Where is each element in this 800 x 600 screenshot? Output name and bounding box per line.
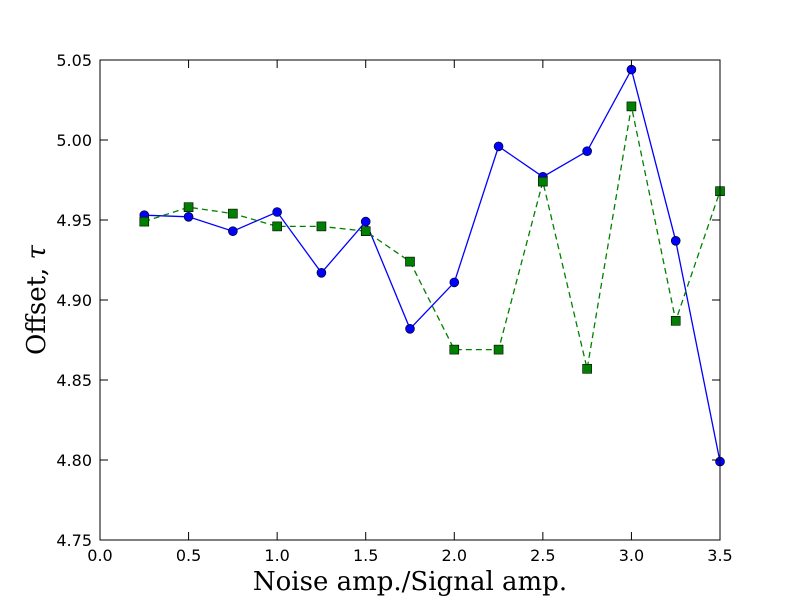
series-1-line xyxy=(144,67,721,462)
series-2-point xyxy=(405,256,415,267)
series-1-point xyxy=(360,216,371,227)
series-2-line xyxy=(144,106,721,369)
x-tick-label: 3.0 xyxy=(619,546,644,565)
y-tick-label: 5.00 xyxy=(56,131,92,150)
series-layer xyxy=(139,64,725,467)
series-2-point xyxy=(139,216,150,227)
series-2-point xyxy=(449,344,460,355)
series-2-point xyxy=(360,226,371,236)
series-1-point xyxy=(670,236,681,246)
x-tick-label: 2.0 xyxy=(442,546,467,565)
series-1-point xyxy=(493,141,504,152)
y-axis-label: Offset, τ xyxy=(22,244,52,355)
series-1-point xyxy=(183,212,194,222)
y-axis-label-symbol: τ xyxy=(22,244,52,259)
series-1-point xyxy=(272,207,282,217)
x-tick-label: 1.0 xyxy=(264,546,289,565)
series-1-point xyxy=(405,323,415,334)
x-tick-label: 3.5 xyxy=(707,546,732,565)
plot-frame xyxy=(99,59,721,541)
series-2-point xyxy=(183,202,194,212)
ticks-layer: 0.0 0.5 1.0 1.5 2.0 2.5 3.0 3.5 4.75 4.80 4.85 4.90… xyxy=(56,51,732,565)
series-2-point xyxy=(626,101,637,112)
x-axis-label: Noise amp./Signal amp. xyxy=(253,567,567,597)
y-tick-label: 4.75 xyxy=(56,531,92,550)
y-tick-label: 4.85 xyxy=(56,371,92,390)
series-2-point xyxy=(272,221,282,232)
x-tick-label: 0.0 xyxy=(87,546,112,565)
y-tick-label: 5.05 xyxy=(56,51,92,70)
series-2-point xyxy=(316,221,327,232)
series-1-point xyxy=(316,267,327,278)
y-tick-label: 4.90 xyxy=(56,291,92,310)
series-1-point xyxy=(228,226,238,236)
x-tick-label: 0.5 xyxy=(176,546,201,565)
series-2-point xyxy=(582,363,592,374)
series-2-point xyxy=(538,176,548,187)
y-tick-label: 4.80 xyxy=(56,451,92,470)
series-1-point xyxy=(582,146,592,156)
y-tick-label: 4.95 xyxy=(56,211,92,230)
series-2-point xyxy=(493,344,504,355)
series-2-point xyxy=(670,315,681,326)
y-axis-label-text: Offset, xyxy=(22,259,52,355)
plot-area xyxy=(100,60,720,540)
x-tick-label: 2.5 xyxy=(530,546,555,565)
series-2-point xyxy=(228,208,238,219)
series-1-point xyxy=(449,277,460,288)
x-tick-label: 1.5 xyxy=(353,546,378,565)
